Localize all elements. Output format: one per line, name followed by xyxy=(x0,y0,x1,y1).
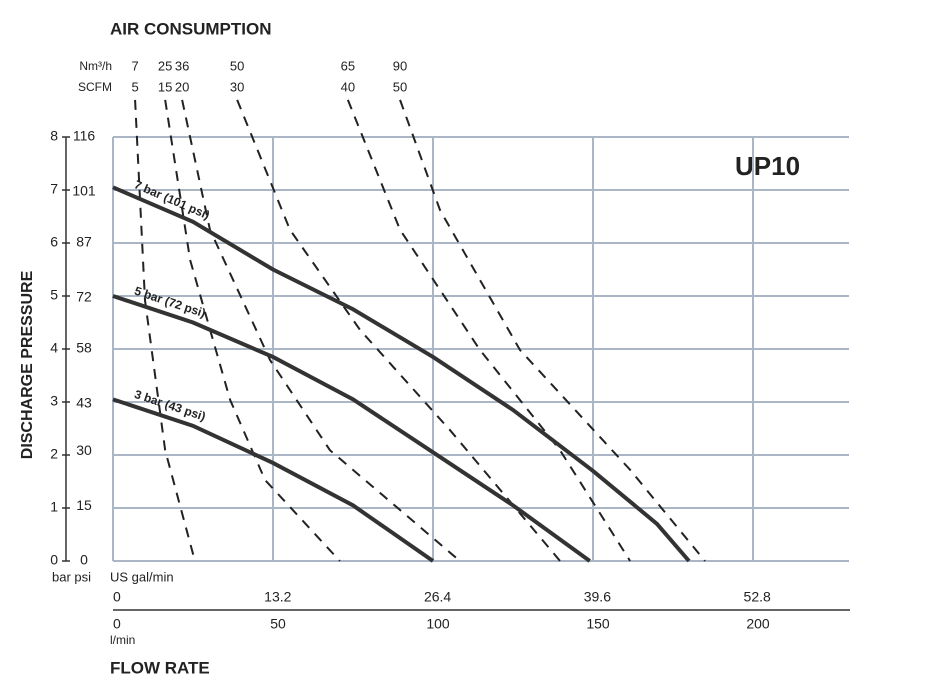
nm3h-label: 25 xyxy=(158,58,172,73)
x-axis-title: FLOW RATE xyxy=(110,658,210,677)
scfm-label: 20 xyxy=(175,79,189,94)
y2-tick-label: 87 xyxy=(76,234,92,250)
y-axis-title: DISCHARGE PRESSURE xyxy=(19,270,36,459)
x2-tick-label: 0 xyxy=(113,589,121,605)
air-consumption-line xyxy=(164,99,341,562)
nm3h-units: Nm³/h xyxy=(79,59,112,73)
scfm-label: 30 xyxy=(230,79,244,94)
scfm-label: 5 xyxy=(131,79,138,94)
y-tick-label: 7 xyxy=(50,181,58,197)
x-units: l/min xyxy=(110,633,135,647)
y2-tick-label: 58 xyxy=(76,340,92,356)
nm3h-label: 65 xyxy=(341,58,355,73)
air-consumption-line xyxy=(134,99,196,562)
x-tick-label: 50 xyxy=(270,616,286,632)
y-tick-label: 6 xyxy=(50,234,58,250)
x-tick-label: 200 xyxy=(746,616,770,632)
y-tick-label: 3 xyxy=(50,393,58,409)
nm3h-label: 7 xyxy=(131,58,138,73)
y2-tick-label: 0 xyxy=(80,552,88,568)
y-tick-label: 4 xyxy=(50,340,58,356)
performance-curve xyxy=(112,294,591,563)
y2-tick-label: 72 xyxy=(76,289,92,305)
scfm-units: SCFM xyxy=(78,80,112,94)
air-consumption-line xyxy=(181,99,461,562)
scfm-label: 50 xyxy=(393,79,407,94)
air-consumption-line xyxy=(346,99,631,562)
x2-tick-label: 13.2 xyxy=(264,589,291,605)
performance-curve xyxy=(112,397,435,563)
y-tick-label: 1 xyxy=(50,499,58,515)
y-tick-label: 0 xyxy=(50,552,58,568)
y-tick-label: 2 xyxy=(50,446,58,462)
x-tick-label: 150 xyxy=(586,616,610,632)
x2-tick-label: 52.8 xyxy=(744,589,771,605)
y-tick-label: 5 xyxy=(50,287,58,303)
x2-units: US gal/min xyxy=(110,569,174,584)
y2-tick-label: 30 xyxy=(76,442,92,458)
y2-tick-label: 15 xyxy=(76,497,92,513)
nm3h-label: 90 xyxy=(393,58,407,73)
scfm-label: 15 xyxy=(158,79,172,94)
nm3h-label: 50 xyxy=(230,58,244,73)
performance-curve xyxy=(112,185,691,563)
x2-tick-label: 39.6 xyxy=(584,589,611,605)
x-tick-label: 0 xyxy=(113,616,121,632)
scfm-label: 40 xyxy=(341,79,355,94)
x-tick-label: 100 xyxy=(426,616,450,632)
y-tick-label: 8 xyxy=(50,128,58,144)
nm3h-label: 36 xyxy=(175,58,189,73)
top-axis-title: AIR CONSUMPTION xyxy=(110,19,272,38)
y-units: bar psi xyxy=(52,569,91,584)
y2-tick-label: 43 xyxy=(76,395,92,411)
air-consumption-line xyxy=(399,99,706,562)
y2-tick-label: 116 xyxy=(73,128,96,144)
y2-tick-label: 101 xyxy=(72,183,96,199)
air-consumption-line xyxy=(236,99,561,562)
chart-title: UP10 xyxy=(735,151,800,181)
x2-tick-label: 26.4 xyxy=(424,589,451,605)
